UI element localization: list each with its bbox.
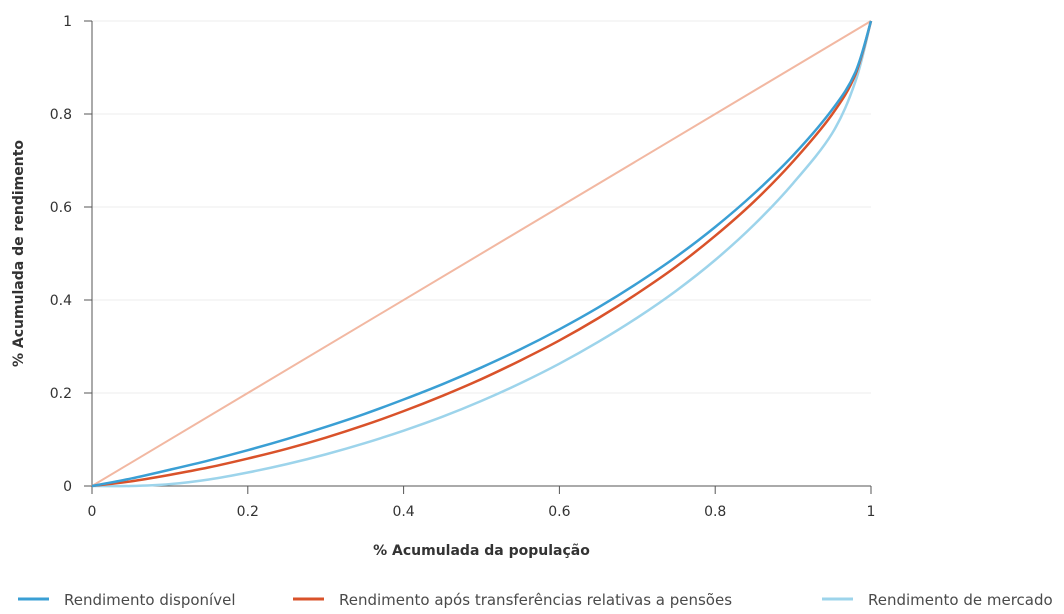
x-tick-label: 1 [867,504,876,520]
y-tick-label: 0.2 [50,386,72,402]
legend-label: Rendimento disponível [64,591,236,609]
y-tick-label: 1 [63,14,72,30]
y-axis-title: % Acumulada de rendimento [11,140,27,367]
y-tick-label: 0.8 [50,107,72,123]
series-lines [91,20,873,488]
y-tick-label: 0.4 [50,293,72,309]
x-axis-title: % Acumulada da população [373,543,590,559]
x-tick-label: 0 [88,504,97,520]
x-tick-label: 0.8 [704,504,726,520]
axes [84,20,872,494]
legend-item-rendimento-apos-transferencias[interactable]: Rendimento após transferências relativas… [293,591,732,609]
series-line-rendimento-de-mercado [91,20,873,488]
equality-line [91,20,872,487]
x-tick-label: 0.4 [392,504,414,520]
y-tick-label: 0 [63,479,72,495]
x-tick-label: 0.2 [237,504,259,520]
legend: Rendimento disponível Rendimento após tra… [18,591,1053,609]
legend-label: Rendimento após transferências relativas… [339,591,732,609]
series-line-rendimento-apos-transferencias [91,20,873,488]
legend-label: Rendimento de mercado [868,591,1053,609]
legend-item-rendimento-disponivel[interactable]: Rendimento disponível [18,591,236,609]
tick-labels: 0 0.2 0.4 0.6 0.8 1 0 0.2 0.4 0.6 0.8 1 [50,14,876,520]
x-tick-label: 0.6 [548,504,570,520]
legend-item-rendimento-de-mercado[interactable]: Rendimento de mercado [822,591,1053,609]
y-tick-label: 0.6 [50,200,72,216]
series-line-rendimento-disponivel [91,20,873,488]
grid-lines [92,20,871,394]
